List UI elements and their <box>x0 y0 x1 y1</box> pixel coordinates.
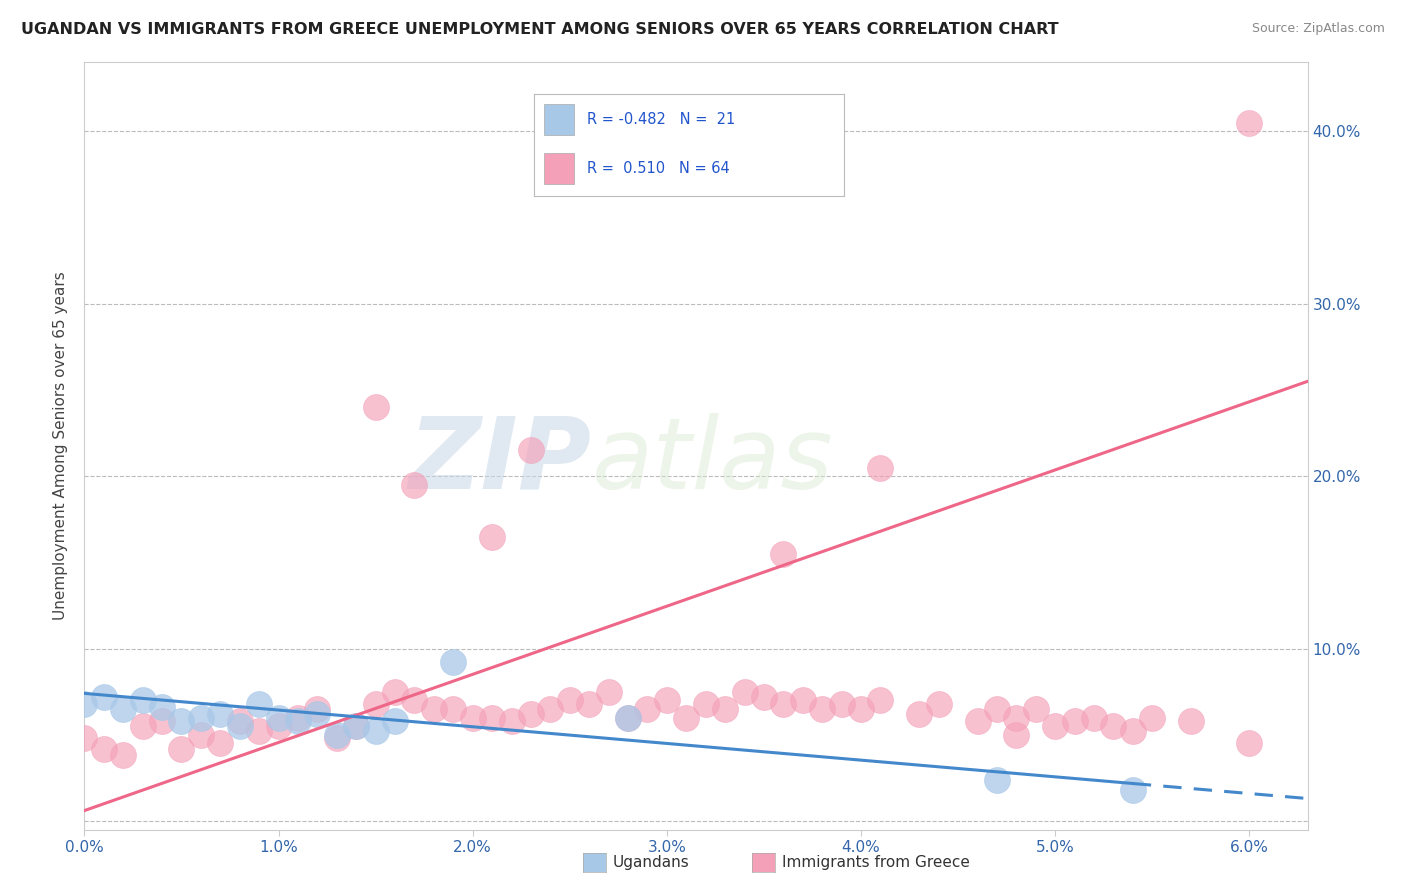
Point <box>772 697 794 711</box>
Text: R = -0.482   N =  21: R = -0.482 N = 21 <box>586 112 735 127</box>
Point <box>247 697 270 711</box>
Point <box>73 731 96 746</box>
Point <box>112 748 135 763</box>
Point <box>501 714 523 728</box>
Point <box>344 719 367 733</box>
Point <box>384 714 406 728</box>
Point <box>287 710 309 724</box>
Point <box>792 693 814 707</box>
Text: UGANDAN VS IMMIGRANTS FROM GREECE UNEMPLOYMENT AMONG SENIORS OVER 65 YEARS CORRE: UGANDAN VS IMMIGRANTS FROM GREECE UNEMPL… <box>21 22 1059 37</box>
Point <box>209 736 232 750</box>
Point <box>170 714 193 728</box>
Point <box>150 700 173 714</box>
Point <box>247 724 270 739</box>
Point <box>1043 719 1066 733</box>
Point <box>928 697 950 711</box>
Point <box>190 710 212 724</box>
Point <box>481 529 503 543</box>
Point <box>267 719 290 733</box>
Point <box>481 710 503 724</box>
Point <box>558 693 581 707</box>
Point <box>734 684 756 698</box>
Point <box>131 693 153 707</box>
Point <box>617 710 640 724</box>
Point <box>150 714 173 728</box>
Text: Immigrants from Greece: Immigrants from Greece <box>782 855 970 870</box>
Point <box>364 724 387 739</box>
Text: atlas: atlas <box>592 413 834 510</box>
Point <box>1005 728 1028 742</box>
Point <box>1122 724 1144 739</box>
Point <box>1025 702 1047 716</box>
Point <box>869 693 891 707</box>
Point <box>404 693 426 707</box>
Point <box>869 460 891 475</box>
Point <box>170 741 193 756</box>
Point <box>617 710 640 724</box>
Point <box>131 719 153 733</box>
Point <box>461 710 484 724</box>
Point <box>344 719 367 733</box>
Y-axis label: Unemployment Among Seniors over 65 years: Unemployment Among Seniors over 65 years <box>53 272 69 620</box>
Point <box>404 477 426 491</box>
Point <box>1239 736 1261 750</box>
Point <box>598 684 620 698</box>
Point <box>986 702 1008 716</box>
Point <box>538 702 561 716</box>
Point <box>752 690 775 704</box>
Text: Source: ZipAtlas.com: Source: ZipAtlas.com <box>1251 22 1385 36</box>
Point <box>655 693 678 707</box>
Point <box>1142 710 1164 724</box>
Point <box>73 697 96 711</box>
Point <box>966 714 988 728</box>
Point <box>441 656 464 670</box>
Text: ZIP: ZIP <box>409 413 592 510</box>
Point <box>1180 714 1202 728</box>
Point <box>831 697 853 711</box>
Point <box>228 714 250 728</box>
Point <box>811 702 834 716</box>
Text: Ugandans: Ugandans <box>613 855 690 870</box>
Point <box>1083 710 1105 724</box>
Point <box>908 707 931 722</box>
Point <box>364 697 387 711</box>
Point <box>1102 719 1125 733</box>
Bar <box>544 104 575 135</box>
Point <box>441 702 464 716</box>
Point <box>364 401 387 415</box>
Point <box>267 710 290 724</box>
Point <box>636 702 658 716</box>
Point <box>695 697 717 711</box>
Point <box>384 684 406 698</box>
Point <box>578 697 600 711</box>
Point <box>675 710 697 724</box>
Point <box>307 702 329 716</box>
Point <box>190 728 212 742</box>
Point <box>714 702 737 716</box>
Point <box>1122 783 1144 797</box>
Point <box>849 702 872 716</box>
Point <box>209 707 232 722</box>
Bar <box>544 153 575 184</box>
Point <box>520 443 543 458</box>
Point <box>228 719 250 733</box>
Point <box>112 702 135 716</box>
Point <box>986 772 1008 787</box>
Point <box>93 741 115 756</box>
Point <box>326 728 349 742</box>
Point <box>1239 116 1261 130</box>
Point <box>287 714 309 728</box>
Point <box>93 690 115 704</box>
Point <box>423 702 446 716</box>
Point <box>307 707 329 722</box>
Text: R =  0.510   N = 64: R = 0.510 N = 64 <box>586 161 730 176</box>
Point <box>1005 710 1028 724</box>
Point <box>326 731 349 746</box>
Point <box>520 707 543 722</box>
Point <box>1063 714 1085 728</box>
Point <box>772 547 794 561</box>
